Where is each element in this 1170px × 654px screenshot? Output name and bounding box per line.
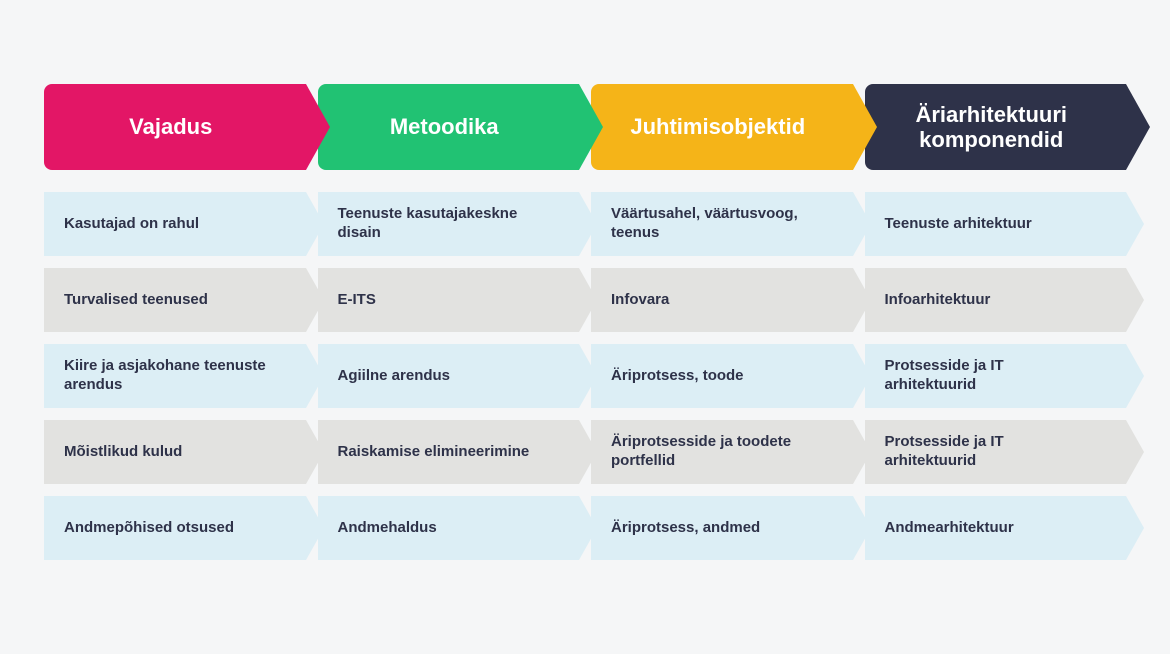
header-label: Äriarhitektuuri komponendid — [885, 102, 1099, 153]
cell-label: Teenuste arhitektuur — [885, 215, 1032, 234]
header-label: Metoodika — [390, 114, 499, 139]
header-label: Juhtimisobjektid — [630, 114, 805, 139]
cell-label: Kiire ja asjakohane teenuste arendus — [64, 357, 278, 395]
row-4-cell-0: Andmepõhised otsused — [44, 496, 306, 560]
cell-label: Väärtusahel, väärtusvoog, teenus — [611, 205, 825, 243]
cell-label: Teenuste kasutajakeskne disain — [338, 205, 552, 243]
row-3-cell-1: Raiskamise elimineerimine — [318, 420, 580, 484]
cell-label: Äriprotsesside ja toodete portfellid — [611, 433, 825, 471]
row-1-cell-3: Infoarhitektuur — [865, 268, 1127, 332]
cell-label: Andmepõhised otsused — [64, 519, 234, 538]
header-cell-1: Metoodika — [318, 84, 580, 170]
row-2-cell-2: Äriprotsess, toode — [591, 344, 853, 408]
row-0-cell-0: Kasutajad on rahul — [44, 192, 306, 256]
header-row: Vajadus Metoodika Juhtimisobjektid Äriarhit… — [44, 84, 1126, 170]
cell-label: Agiilne arendus — [338, 367, 451, 386]
cell-label: Protsesside ja IT arhitektuurid — [885, 357, 1099, 395]
cell-label: Turvalised teenused — [64, 291, 208, 310]
row-2-cell-3: Protsesside ja IT arhitektuurid — [865, 344, 1127, 408]
cell-label: Infovara — [611, 291, 669, 310]
cell-label: Protsesside ja IT arhitektuurid — [885, 433, 1099, 471]
row-2-cell-1: Agiilne arendus — [318, 344, 580, 408]
cell-label: E-ITS — [338, 291, 376, 310]
header-cell-2: Juhtimisobjektid — [591, 84, 853, 170]
row-1-cell-2: Infovara — [591, 268, 853, 332]
row-2-cell-0: Kiire ja asjakohane teenuste arendus — [44, 344, 306, 408]
row-4-cell-1: Andmehaldus — [318, 496, 580, 560]
row-3-cell-3: Protsesside ja IT arhitektuurid — [865, 420, 1127, 484]
row-4-cell-2: Äriprotsess, andmed — [591, 496, 853, 560]
cell-label: Mõistlikud kulud — [64, 443, 182, 462]
cell-label: Andmearhitektuur — [885, 519, 1014, 538]
row-1-cell-0: Turvalised teenused — [44, 268, 306, 332]
header-cell-0: Vajadus — [44, 84, 306, 170]
row-4-cell-3: Andmearhitektuur — [865, 496, 1127, 560]
row-0-cell-1: Teenuste kasutajakeskne disain — [318, 192, 580, 256]
header-cell-3: Äriarhitektuuri komponendid — [865, 84, 1127, 170]
cell-label: Raiskamise elimineerimine — [338, 443, 530, 462]
cell-label: Kasutajad on rahul — [64, 215, 199, 234]
row-3-cell-2: Äriprotsesside ja toodete portfellid — [591, 420, 853, 484]
row-3-cell-0: Mõistlikud kulud — [44, 420, 306, 484]
cell-label: Infoarhitektuur — [885, 291, 991, 310]
row-0-cell-2: Väärtusahel, väärtusvoog, teenus — [591, 192, 853, 256]
row-1-cell-1: E-ITS — [318, 268, 580, 332]
cell-label: Andmehaldus — [338, 519, 437, 538]
cell-label: Äriprotsess, andmed — [611, 519, 760, 538]
cell-label: Äriprotsess, toode — [611, 367, 744, 386]
header-label: Vajadus — [129, 114, 212, 139]
row-0-cell-3: Teenuste arhitektuur — [865, 192, 1127, 256]
data-rows: Kasutajad on rahul Teenuste kasutajakeskn… — [44, 192, 1126, 560]
